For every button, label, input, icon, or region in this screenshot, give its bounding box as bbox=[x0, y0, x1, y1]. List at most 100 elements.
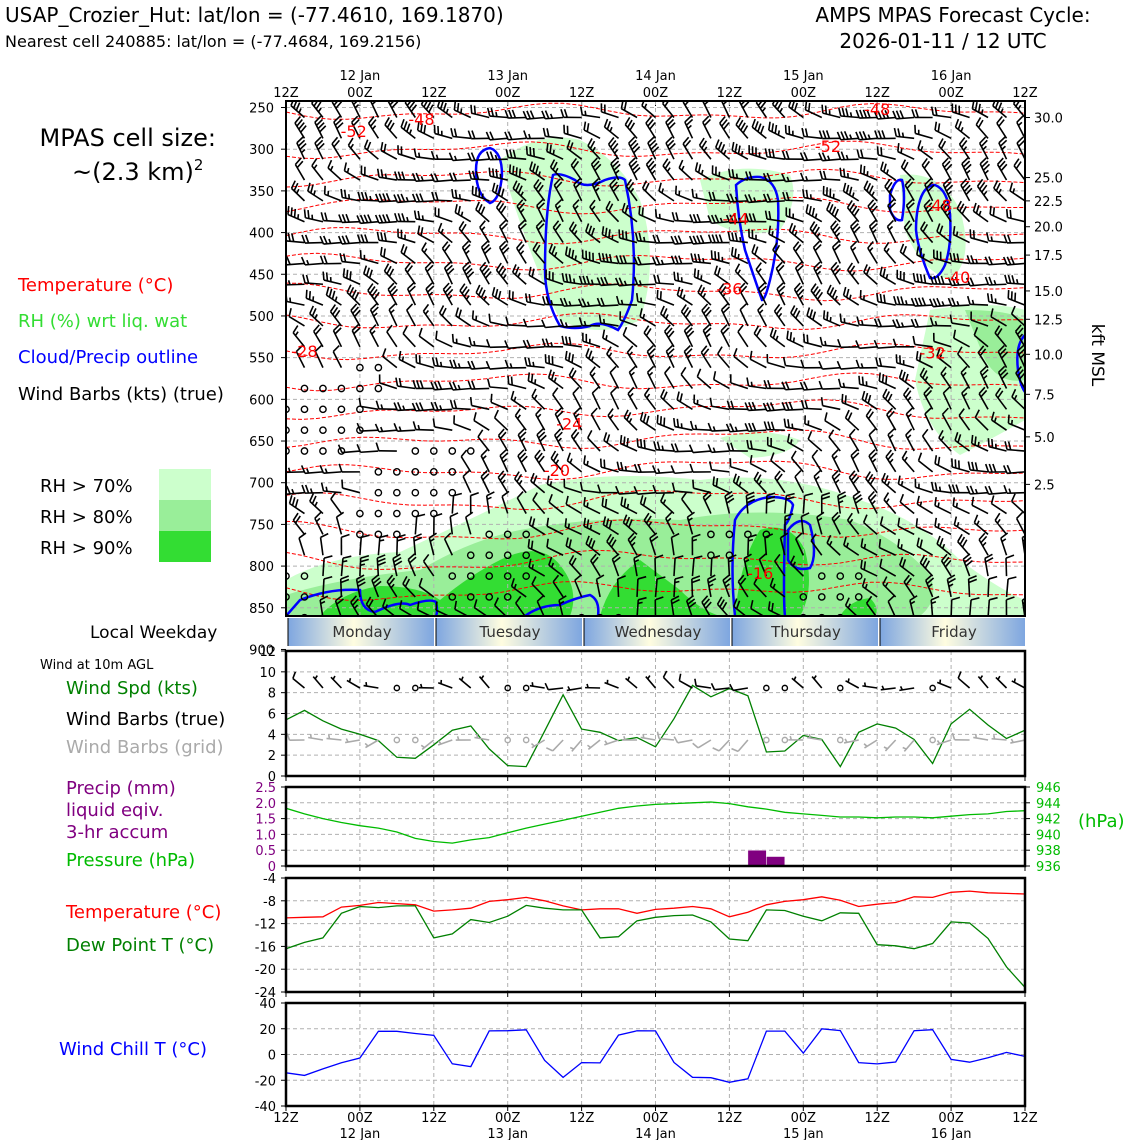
main-wind-barb bbox=[319, 384, 327, 393]
barb-shaft bbox=[729, 407, 748, 411]
barb-half bbox=[346, 167, 350, 173]
barb-full bbox=[548, 556, 553, 566]
legend-cloud: Cloud/Precip outline bbox=[18, 347, 198, 368]
barb-full bbox=[309, 305, 315, 315]
main-wind-barb bbox=[311, 158, 324, 181]
barb-shaft bbox=[933, 489, 952, 494]
main-wind-barb bbox=[767, 601, 784, 616]
barb-half bbox=[354, 104, 360, 109]
barb-half bbox=[998, 188, 1002, 194]
barb-shaft bbox=[681, 498, 694, 515]
barb-full bbox=[501, 490, 510, 498]
barb-full bbox=[588, 537, 593, 547]
main-wind-barb bbox=[356, 422, 379, 432]
barb-full bbox=[666, 118, 675, 127]
barb-shaft bbox=[656, 297, 675, 306]
barb-full bbox=[473, 105, 477, 115]
barb-full bbox=[377, 561, 386, 567]
main-wind-barb bbox=[700, 345, 712, 369]
barb-full bbox=[784, 513, 794, 518]
main-wind-barb bbox=[801, 127, 822, 140]
barb-full bbox=[493, 409, 499, 419]
barb-shaft bbox=[994, 519, 1008, 535]
barb-shaft bbox=[369, 309, 380, 327]
barb-full bbox=[693, 555, 703, 559]
barb-full bbox=[462, 469, 470, 477]
barb-full bbox=[841, 107, 846, 117]
barb-shaft bbox=[915, 486, 933, 494]
main-wind-barb bbox=[400, 118, 416, 139]
main-wind-barb bbox=[830, 220, 841, 243]
main-wind-barb bbox=[697, 284, 712, 306]
barb-full bbox=[418, 327, 423, 337]
main-wind-barb bbox=[919, 367, 934, 390]
barb-full bbox=[979, 348, 987, 357]
barb-full bbox=[303, 209, 307, 218]
barb-full bbox=[762, 172, 768, 182]
barb-full bbox=[956, 200, 962, 210]
wind-barbs-true-label: Wind Barbs (true) bbox=[66, 709, 225, 730]
main-wind-barb bbox=[546, 475, 564, 494]
barb-full bbox=[903, 220, 911, 228]
barb-shaft bbox=[790, 457, 804, 473]
barb-full bbox=[545, 664, 553, 666]
barb-full bbox=[489, 131, 495, 140]
barb-full bbox=[803, 152, 809, 161]
barb-shaft bbox=[286, 137, 287, 139]
barb-full bbox=[877, 110, 883, 120]
barb-full bbox=[826, 534, 832, 544]
barb-full bbox=[691, 578, 701, 584]
barb-full bbox=[704, 601, 712, 609]
wind-barb-true bbox=[662, 670, 675, 689]
barb-full bbox=[325, 272, 329, 281]
barb-full bbox=[639, 411, 644, 421]
barb-half bbox=[937, 502, 940, 508]
barb-full bbox=[914, 109, 919, 118]
main-wind-barb bbox=[628, 157, 641, 181]
calm-circle bbox=[300, 447, 309, 455]
barb-full bbox=[809, 221, 816, 230]
barb-full bbox=[984, 276, 990, 286]
main-wind-barb bbox=[720, 303, 731, 327]
barb-full bbox=[519, 223, 527, 231]
main-wind-barb bbox=[589, 366, 601, 389]
barb-full bbox=[711, 234, 716, 243]
barb-full bbox=[380, 232, 384, 241]
main-wind-barb bbox=[510, 577, 527, 598]
barb-full bbox=[637, 463, 642, 473]
main-wind-barb bbox=[670, 443, 693, 453]
barb-full bbox=[737, 145, 741, 155]
barb-full bbox=[329, 304, 336, 313]
barb-full bbox=[956, 253, 960, 263]
barb-full bbox=[420, 123, 423, 133]
barb-full bbox=[530, 540, 534, 550]
barb-shaft bbox=[970, 469, 989, 473]
barb-full bbox=[335, 101, 343, 109]
barb-full bbox=[491, 182, 496, 192]
main-wind-barb bbox=[573, 407, 583, 431]
barb-full bbox=[628, 365, 637, 373]
barb-half bbox=[939, 354, 943, 360]
main-wind-barb bbox=[911, 109, 933, 119]
barb-half bbox=[569, 458, 573, 464]
barb-full bbox=[311, 308, 317, 317]
pressure-tick-label: 700 bbox=[249, 477, 274, 492]
barb-shaft bbox=[694, 276, 712, 285]
main-wind-barb bbox=[320, 677, 326, 683]
barb-full bbox=[436, 101, 441, 108]
isotherm-label: -48 bbox=[408, 110, 434, 129]
main-wind-barb bbox=[347, 137, 361, 160]
barb-full bbox=[929, 317, 934, 326]
barb-full bbox=[714, 251, 717, 260]
barb-full bbox=[997, 102, 1003, 111]
main-wind-barb bbox=[819, 336, 841, 348]
barb-half bbox=[980, 109, 984, 115]
main-wind-barb bbox=[438, 305, 453, 327]
main-wind-barb bbox=[830, 261, 842, 285]
main-wind-barb bbox=[552, 574, 564, 598]
main-wind-barb bbox=[524, 357, 545, 369]
top-hour-label: 12Z bbox=[1012, 86, 1038, 101]
barb-full bbox=[696, 368, 702, 377]
main-wind-barb bbox=[984, 276, 1007, 286]
barb-shaft bbox=[786, 338, 804, 348]
